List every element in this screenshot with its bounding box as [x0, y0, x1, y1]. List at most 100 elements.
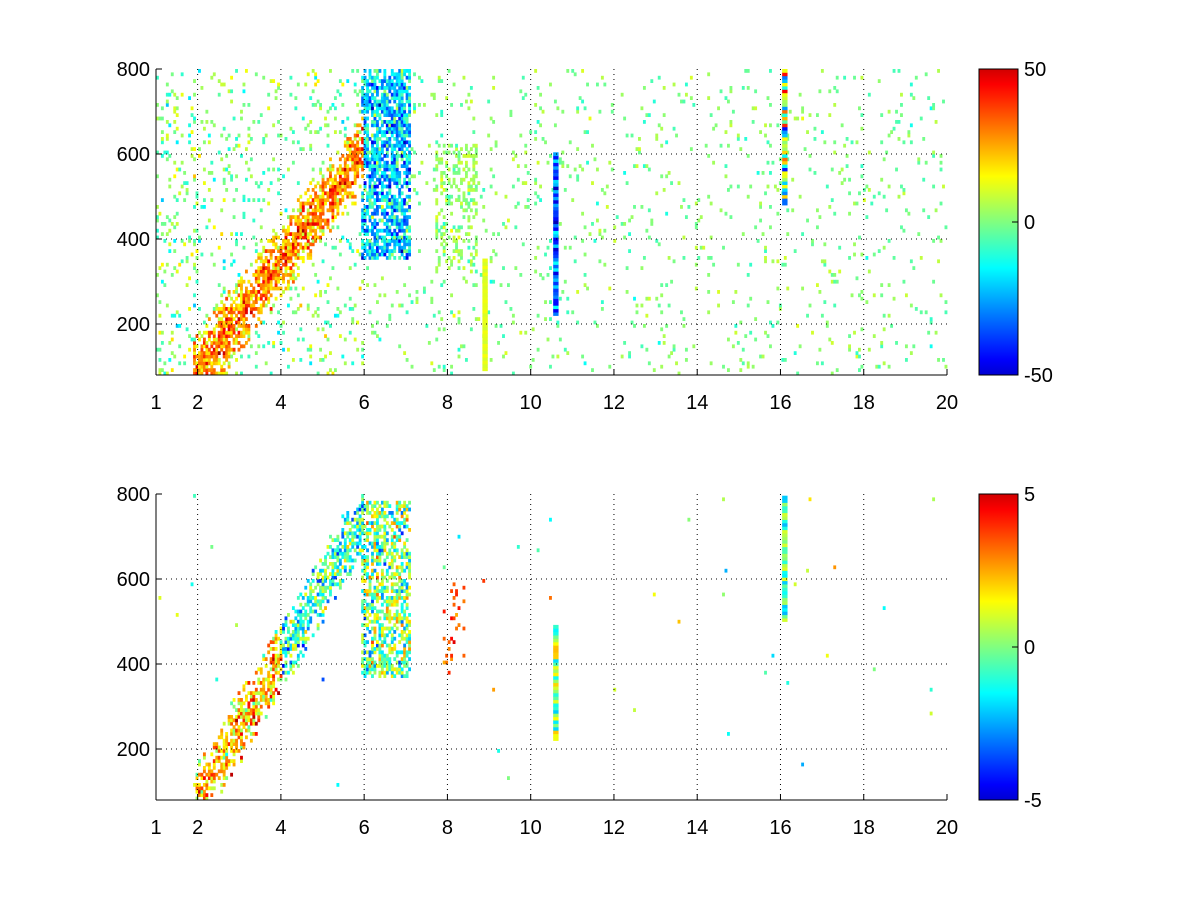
- heatmap-cell: [437, 228, 441, 233]
- heatmap-cell: [225, 358, 229, 362]
- heatmap-cell: [294, 242, 298, 247]
- heatmap-cell: [877, 79, 881, 83]
- heatmap-cell: [749, 296, 753, 301]
- heatmap-cell: [405, 228, 409, 233]
- heatmap-cell: [240, 704, 243, 709]
- heatmap-cell: [625, 266, 629, 270]
- heatmap-cell: [304, 232, 308, 236]
- heatmap-cell: [220, 364, 224, 369]
- heatmap-cell: [193, 242, 196, 247]
- heatmap-cell: [311, 225, 315, 230]
- heatmap-cell: [220, 755, 224, 760]
- heatmap-cell: [249, 290, 253, 294]
- heatmap-cell: [269, 310, 273, 315]
- heatmap-cell: [284, 636, 288, 641]
- heatmap-cell: [917, 160, 921, 165]
- heatmap-cell: [400, 184, 404, 189]
- heatmap-cell: [366, 528, 369, 532]
- heatmap-cell: [338, 198, 342, 202]
- heatmap-cell: [220, 327, 224, 332]
- heatmap-cell: [474, 235, 478, 240]
- heatmap-cell: [316, 194, 320, 199]
- heatmap-cell: [376, 232, 379, 236]
- heatmap-cell: [462, 194, 466, 199]
- heatmap-cell: [232, 749, 236, 753]
- heatmap-cell: [378, 636, 382, 641]
- heatmap-cell: [267, 273, 271, 277]
- heatmap-cell: [163, 361, 167, 366]
- heatmap-cell: [259, 310, 263, 315]
- heatmap-cell: [405, 113, 409, 117]
- heatmap-cell: [351, 538, 355, 542]
- heatmap-cell: [363, 558, 367, 563]
- heatmap-cell: [593, 239, 597, 243]
- heatmap-cell: [244, 718, 248, 723]
- heatmap-cell: [534, 103, 538, 107]
- heatmap-cell: [269, 657, 273, 661]
- heatmap-cell: [240, 354, 243, 359]
- heatmap-cell: [294, 262, 298, 267]
- heatmap-cell: [262, 293, 266, 298]
- heatmap-cell: [272, 681, 276, 685]
- heatmap-cell: [405, 92, 409, 97]
- heatmap-cell: [769, 143, 772, 148]
- heatmap-cell: [306, 188, 310, 192]
- heatmap-cell: [363, 218, 367, 223]
- heatmap-cell: [418, 103, 421, 107]
- heatmap-cell: [366, 140, 369, 145]
- heatmap-cell: [269, 660, 273, 665]
- heatmap-cell: [383, 504, 387, 508]
- heatmap-cell: [494, 140, 498, 145]
- heatmap-cell: [376, 106, 379, 111]
- heatmap-cell: [460, 249, 463, 253]
- heatmap-cell: [764, 330, 767, 335]
- x-tick-label: 20: [936, 392, 958, 414]
- heatmap-cell: [782, 543, 788, 548]
- heatmap-cell: [380, 79, 384, 83]
- heatmap-cell: [576, 290, 580, 294]
- heatmap-cell: [244, 310, 248, 315]
- heatmap-cell: [368, 592, 372, 597]
- heatmap-cell: [754, 317, 758, 321]
- heatmap-cell: [782, 171, 788, 175]
- heatmap-cell: [217, 358, 221, 362]
- heatmap-cell: [319, 290, 323, 294]
- heatmap-cell: [348, 572, 352, 576]
- heatmap-cell: [390, 116, 394, 121]
- heatmap-cell: [254, 324, 258, 328]
- heatmap-cell: [222, 351, 226, 355]
- heatmap-cell: [393, 215, 397, 219]
- heatmap-cell: [272, 677, 276, 682]
- heatmap-cell: [835, 368, 839, 372]
- heatmap-cell: [393, 534, 397, 539]
- heatmap-cell: [400, 130, 404, 134]
- heatmap-cell: [388, 239, 392, 243]
- heatmap-cell: [371, 514, 374, 519]
- heatmap-cell: [472, 198, 476, 202]
- heatmap-cell: [163, 283, 167, 287]
- heatmap-cell: [489, 116, 493, 121]
- heatmap-cell: [356, 541, 360, 546]
- heatmap-cell: [390, 222, 394, 226]
- heatmap-cell: [591, 181, 594, 185]
- heatmap-cell: [331, 582, 335, 587]
- heatmap-cell: [309, 344, 313, 349]
- heatmap-cell: [188, 347, 191, 352]
- heatmap-cell: [262, 300, 266, 304]
- heatmap-cell: [388, 249, 392, 253]
- heatmap-cell: [230, 728, 234, 733]
- heatmap-cell: [301, 222, 305, 226]
- heatmap-cell: [316, 235, 320, 240]
- heatmap-cell: [232, 738, 236, 743]
- heatmap-cell: [405, 89, 409, 94]
- heatmap-cell: [289, 256, 293, 260]
- heatmap-cell: [259, 225, 263, 230]
- heatmap-cell: [598, 259, 602, 264]
- heatmap-cell: [225, 766, 229, 770]
- heatmap-cell: [395, 602, 399, 607]
- heatmap-cell: [482, 188, 486, 192]
- heatmap-cell: [210, 160, 214, 165]
- heatmap-cell: [858, 235, 861, 240]
- heatmap-cell: [289, 92, 293, 97]
- heatmap-cell: [482, 289, 488, 293]
